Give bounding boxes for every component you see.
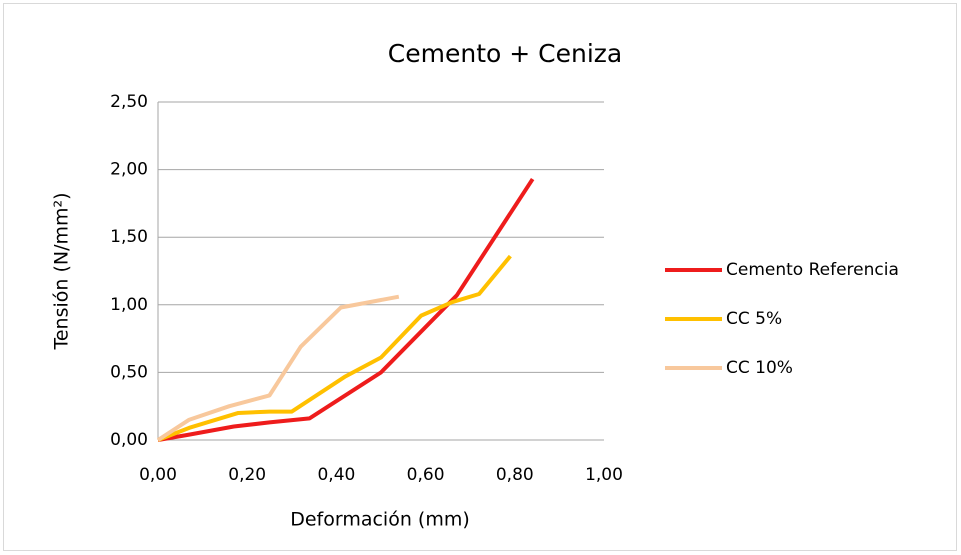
x-tick-label: 0,60 [407,465,445,485]
chart-title: Cemento + Ceniza [388,39,622,68]
y-axis-title: Tensión (N/mm²) [51,192,73,350]
chart-border [3,3,957,551]
legend-label: CC 5% [726,309,782,329]
y-tick-label: 0,00 [110,430,148,450]
series-line [157,177,535,442]
series-line [156,294,400,442]
x-tick-label: 0,80 [496,465,534,485]
y-tick-label: 2,50 [110,92,148,112]
y-tick-label: 1,00 [110,295,148,315]
series-line [157,254,512,442]
y-tick-label: 2,00 [110,160,148,180]
legend-label: CC 10% [726,358,793,378]
y-tick-label: 0,50 [110,362,148,382]
legend-label: Cemento Referencia [726,260,899,280]
x-tick-label: 1,00 [585,465,623,485]
x-axis-title: Deformación (mm) [290,509,470,531]
x-tick-label: 0,40 [317,465,355,485]
x-tick-label: 0,00 [139,465,177,485]
y-tick-label: 1,50 [110,227,148,247]
x-tick-label: 0,20 [228,465,266,485]
